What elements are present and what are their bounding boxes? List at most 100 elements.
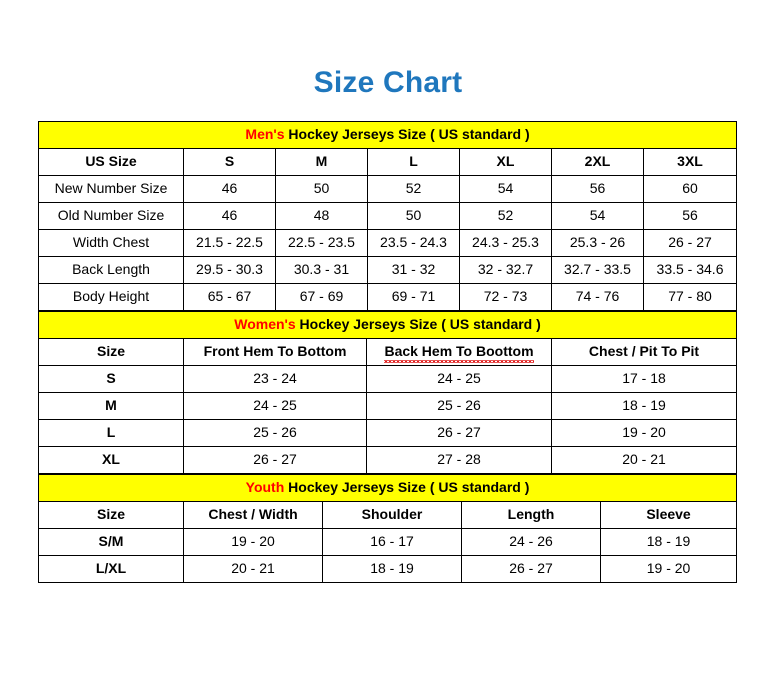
mens-col-header-2: M <box>275 148 368 176</box>
youth-col-header-2: Shoulder <box>322 501 462 529</box>
womens-col-header-2: Back Hem To Boottom <box>366 338 552 366</box>
youth-cell-0-1: 16 - 17 <box>322 528 462 556</box>
youth-size-table: Youth Hockey Jerseys Size ( US standard … <box>37 474 738 583</box>
mens-col-header-0: US Size <box>38 148 184 176</box>
mens-section-band: Men's Hockey Jerseys Size ( US standard … <box>37 121 738 149</box>
womens-cell-1-0: 24 - 25 <box>183 392 367 420</box>
womens-size-table: Women's Hockey Jerseys Size ( US standar… <box>37 311 738 474</box>
womens-cell-0-0: 23 - 24 <box>183 365 367 393</box>
womens-band-accent: Women's <box>234 316 296 333</box>
mens-cell-1-0: 46 <box>183 202 276 230</box>
table-header-row: US Size S M L XL 2XL 3XL <box>38 148 738 176</box>
section-band-row: Women's Hockey Jerseys Size ( US standar… <box>37 311 738 339</box>
mens-size-table: Men's Hockey Jerseys Size ( US standard … <box>37 121 738 311</box>
womens-row-label-1: M <box>38 392 184 420</box>
youth-col-header-4: Sleeve <box>599 501 738 529</box>
size-chart-tables: Men's Hockey Jerseys Size ( US standard … <box>37 121 738 583</box>
mens-cell-2-0: 21.5 - 22.5 <box>183 229 276 257</box>
mens-cell-1-1: 48 <box>275 202 368 230</box>
table-row: Back Length 29.5 - 30.3 30.3 - 31 31 - 3… <box>38 256 738 284</box>
mens-row-label-3: Back Length <box>38 256 184 284</box>
youth-cell-1-3: 19 - 20 <box>599 555 738 583</box>
table-row: L/XL 20 - 21 18 - 19 26 - 27 19 - 20 <box>38 555 738 583</box>
misspelled-header-text: Back Hem To Boottom <box>384 343 534 364</box>
mens-cell-1-5: 56 <box>642 202 738 230</box>
youth-col-header-3: Length <box>461 501 601 529</box>
mens-cell-3-2: 31 - 32 <box>367 256 460 284</box>
mens-col-header-4: XL <box>459 148 552 176</box>
youth-section-band: Youth Hockey Jerseys Size ( US standard … <box>37 474 738 502</box>
table-row: Width Chest 21.5 - 22.5 22.5 - 23.5 23.5… <box>38 229 738 257</box>
mens-cell-4-1: 67 - 69 <box>275 283 368 311</box>
mens-cell-0-0: 46 <box>183 175 276 203</box>
youth-row-label-0: S/M <box>38 528 184 556</box>
womens-cell-2-2: 19 - 20 <box>550 419 738 447</box>
table-row: S 23 - 24 24 - 25 17 - 18 <box>38 365 738 393</box>
womens-cell-0-1: 24 - 25 <box>366 365 552 393</box>
table-header-row: Size Front Hem To Bottom Back Hem To Boo… <box>38 338 738 366</box>
mens-col-header-1: S <box>183 148 276 176</box>
womens-cell-2-1: 26 - 27 <box>366 419 552 447</box>
mens-cell-2-3: 24.3 - 25.3 <box>459 229 552 257</box>
womens-row-label-3: XL <box>38 446 184 474</box>
mens-cell-3-5: 33.5 - 34.6 <box>642 256 738 284</box>
mens-row-label-0: New Number Size <box>38 175 184 203</box>
mens-cell-2-1: 22.5 - 23.5 <box>275 229 368 257</box>
table-row: L 25 - 26 26 - 27 19 - 20 <box>38 419 738 447</box>
mens-cell-3-4: 32.7 - 33.5 <box>551 256 644 284</box>
mens-cell-3-1: 30.3 - 31 <box>275 256 368 284</box>
womens-cell-1-1: 25 - 26 <box>366 392 552 420</box>
mens-cell-4-3: 72 - 73 <box>459 283 552 311</box>
womens-cell-3-0: 26 - 27 <box>183 446 367 474</box>
mens-cell-2-5: 26 - 27 <box>642 229 738 257</box>
table-header-row: Size Chest / Width Shoulder Length Sleev… <box>38 501 738 529</box>
mens-row-label-4: Body Height <box>38 283 184 311</box>
mens-cell-0-3: 54 <box>459 175 552 203</box>
section-band-row: Men's Hockey Jerseys Size ( US standard … <box>37 121 738 149</box>
womens-col-header-0: Size <box>38 338 184 366</box>
mens-cell-4-5: 77 - 80 <box>642 283 738 311</box>
mens-row-label-2: Width Chest <box>38 229 184 257</box>
youth-band-rest: Hockey Jerseys Size ( US standard ) <box>284 479 530 496</box>
youth-cell-0-2: 24 - 26 <box>461 528 601 556</box>
womens-cell-1-2: 18 - 19 <box>550 392 738 420</box>
mens-cell-4-2: 69 - 71 <box>367 283 460 311</box>
youth-col-header-1: Chest / Width <box>183 501 323 529</box>
womens-row-label-2: L <box>38 419 184 447</box>
mens-cell-2-2: 23.5 - 24.3 <box>367 229 460 257</box>
table-row: S/M 19 - 20 16 - 17 24 - 26 18 - 19 <box>38 528 738 556</box>
womens-col-header-3: Chest / Pit To Pit <box>550 338 738 366</box>
mens-col-header-6: 3XL <box>642 148 738 176</box>
table-row: XL 26 - 27 27 - 28 20 - 21 <box>38 446 738 474</box>
womens-cell-3-2: 20 - 21 <box>550 446 738 474</box>
mens-cell-0-1: 50 <box>275 175 368 203</box>
mens-band-rest: Hockey Jerseys Size ( US standard ) <box>284 126 530 143</box>
table-row: Old Number Size 46 48 50 52 54 56 <box>38 202 738 230</box>
youth-cell-1-0: 20 - 21 <box>183 555 323 583</box>
womens-col-header-1: Front Hem To Bottom <box>183 338 367 366</box>
youth-col-header-0: Size <box>38 501 184 529</box>
mens-row-label-1: Old Number Size <box>38 202 184 230</box>
youth-cell-1-2: 26 - 27 <box>461 555 601 583</box>
mens-cell-2-4: 25.3 - 26 <box>551 229 644 257</box>
mens-cell-4-4: 74 - 76 <box>551 283 644 311</box>
mens-cell-0-4: 56 <box>551 175 644 203</box>
mens-band-accent: Men's <box>245 126 285 143</box>
youth-cell-0-3: 18 - 19 <box>599 528 738 556</box>
page-title: Size Chart <box>313 66 463 99</box>
mens-cell-1-2: 50 <box>367 202 460 230</box>
womens-row-label-0: S <box>38 365 184 393</box>
table-row: New Number Size 46 50 52 54 56 60 <box>38 175 738 203</box>
womens-cell-2-0: 25 - 26 <box>183 419 367 447</box>
mens-cell-0-2: 52 <box>367 175 460 203</box>
womens-cell-3-1: 27 - 28 <box>366 446 552 474</box>
table-row: M 24 - 25 25 - 26 18 - 19 <box>38 392 738 420</box>
mens-col-header-5: 2XL <box>551 148 644 176</box>
mens-col-header-3: L <box>367 148 460 176</box>
mens-cell-1-4: 54 <box>551 202 644 230</box>
womens-section-band: Women's Hockey Jerseys Size ( US standar… <box>37 311 738 339</box>
womens-band-rest: Hockey Jerseys Size ( US standard ) <box>295 316 541 333</box>
mens-cell-4-0: 65 - 67 <box>183 283 276 311</box>
womens-cell-0-2: 17 - 18 <box>550 365 738 393</box>
